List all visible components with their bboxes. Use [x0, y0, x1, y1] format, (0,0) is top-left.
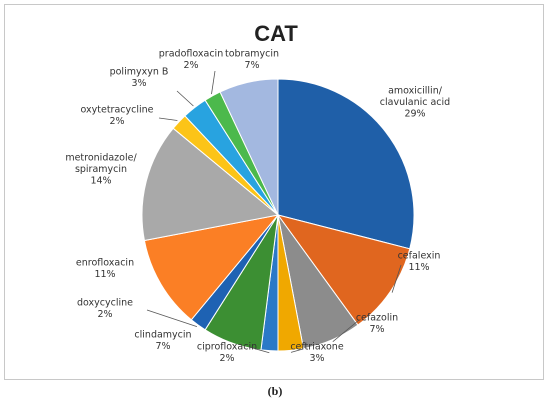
slice-label: ciprofloxacin 2% [197, 341, 257, 364]
slice-label: pradofloxacin 2% [159, 48, 223, 71]
chart-title: CAT [254, 21, 298, 46]
pie-slice [219, 78, 279, 216]
slice-label: doxycycline 2% [77, 297, 133, 320]
slice-label: polimyxyn B 3% [110, 66, 169, 89]
slice-label: tobramycin 7% [225, 48, 279, 71]
slice-label: clindamycin 7% [134, 329, 191, 352]
chart-frame: CAT amoxicillin/clavulanic acid 29% cefale… [4, 4, 544, 380]
leader-line [176, 90, 194, 107]
leader-line [146, 309, 198, 327]
leader-line [158, 117, 178, 121]
pie-slice [277, 78, 415, 250]
pie-chart: CAT amoxicillin/clavulanic acid 29% cefale… [65, 21, 450, 364]
leader-line [248, 346, 270, 354]
leader-lines [146, 70, 402, 354]
slice-labels: amoxicillin/clavulanic acid 29% cefalexin 1… [65, 48, 450, 364]
leader-line [211, 70, 216, 95]
leader-line [332, 319, 360, 343]
slice-label: cefazolin 7% [356, 312, 398, 335]
slice-label: enrofloxacin 11% [76, 257, 134, 280]
figure-caption: (b) [267, 384, 283, 398]
leader-line [290, 348, 304, 353]
pie-slice [141, 127, 280, 242]
slice-label: cefalexin 11% [398, 250, 441, 272]
slice-label: oxytetracycline 2% [81, 104, 154, 127]
slice-label: ceftriaxone 3% [290, 341, 344, 364]
slice-label: metronidazole/spiramycin 14% [65, 153, 137, 187]
pie-slice [143, 214, 280, 321]
slice-label: amoxicillin/clavulanic acid 29% [380, 86, 450, 120]
pie-slices [141, 78, 415, 352]
pie-slice [276, 214, 411, 326]
leader-line [391, 264, 402, 293]
